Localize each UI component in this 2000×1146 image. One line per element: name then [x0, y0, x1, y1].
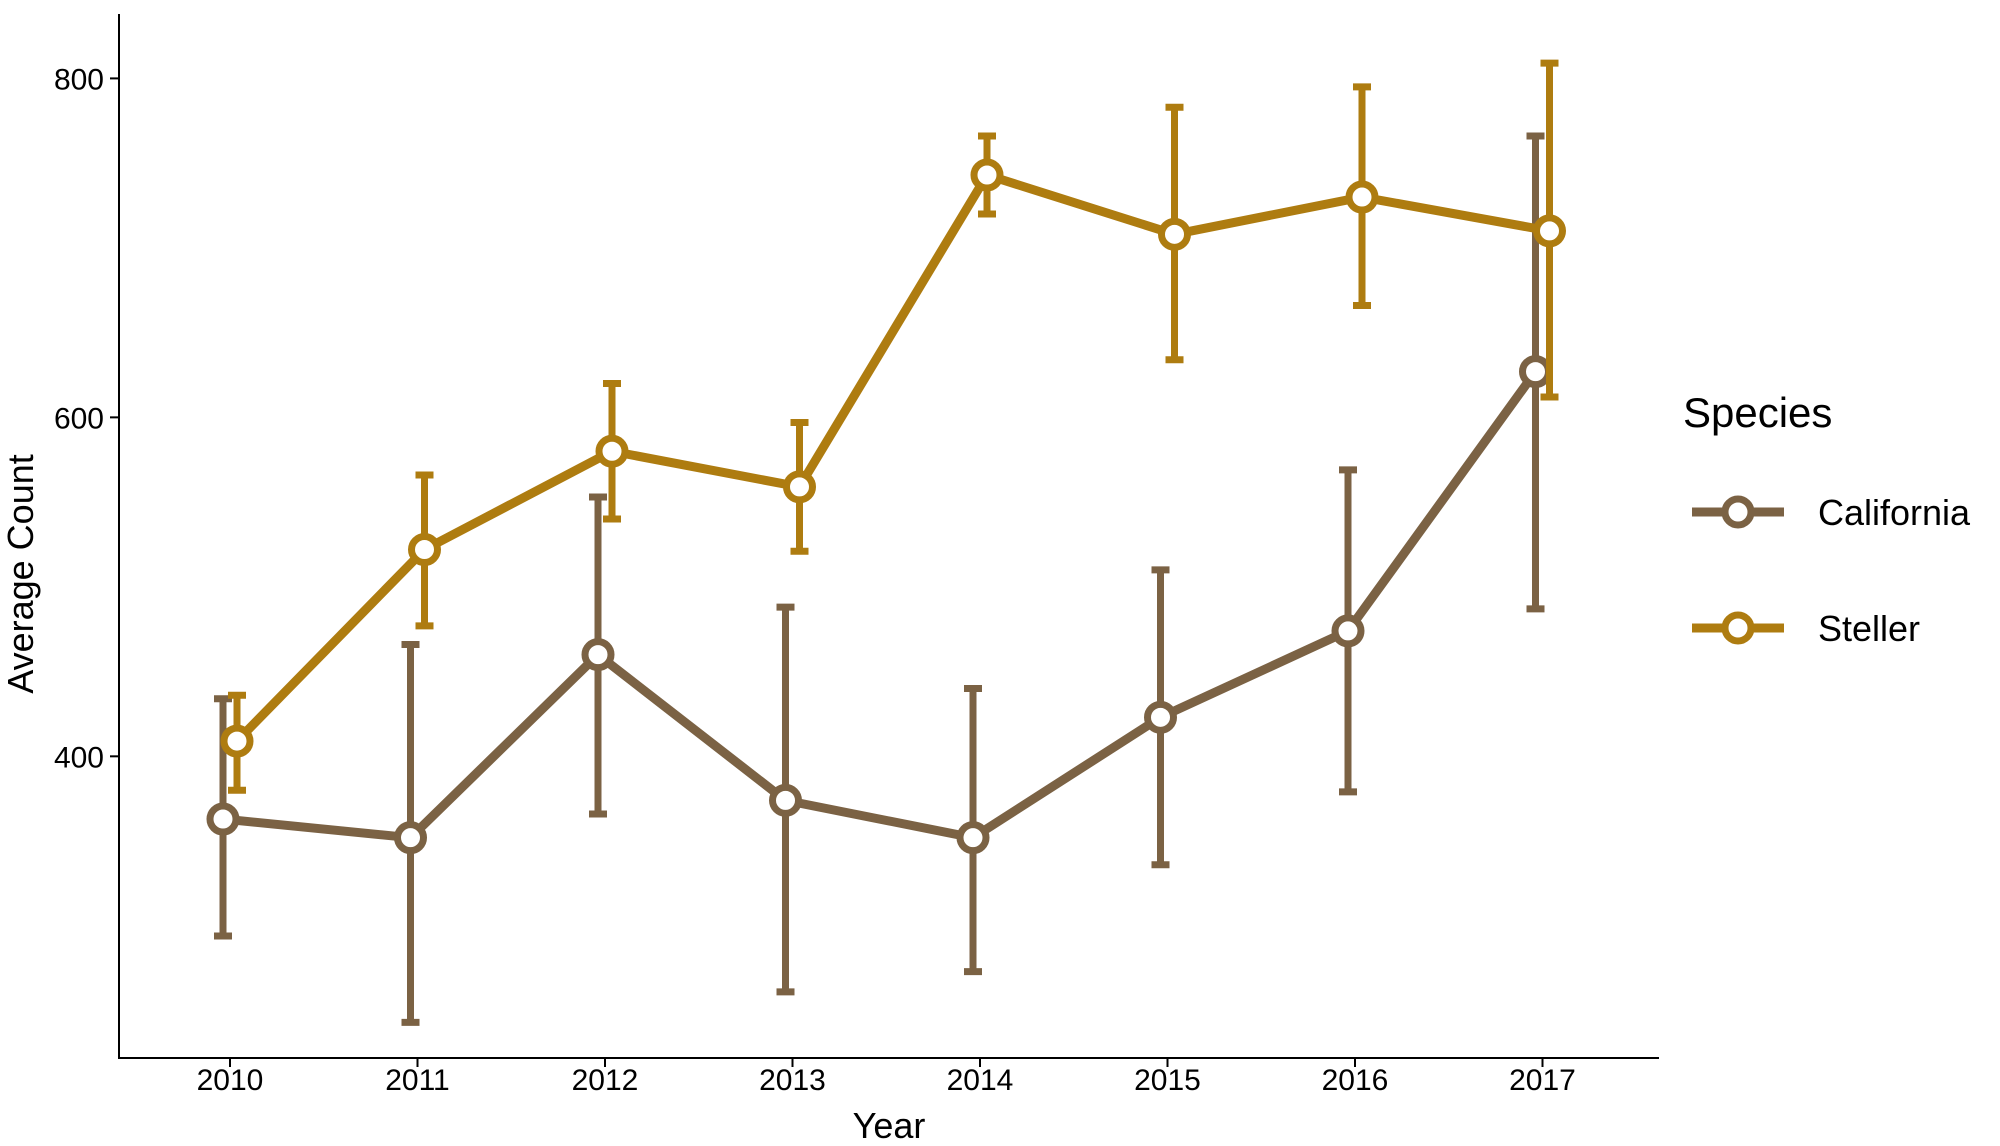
legend-item-california: California — [1692, 492, 1971, 533]
series-line — [233, 170, 1551, 745]
data-point — [1519, 355, 1552, 389]
x-axis-title: Year — [853, 1105, 926, 1146]
data-point — [581, 638, 615, 672]
y-axis-title: Average Count — [0, 454, 41, 694]
series-california — [206, 132, 1552, 1026]
legend-item-steller: Steller — [1692, 608, 1920, 649]
x-tick-label: 2011 — [385, 1064, 450, 1097]
x-tick-label: 2017 — [1509, 1064, 1576, 1097]
x-tick-label: 2014 — [947, 1064, 1014, 1097]
y-tick-label: 400 — [54, 741, 104, 774]
data-point — [970, 158, 1004, 192]
legend: Species California Steller — [1683, 389, 1971, 649]
data-point — [956, 821, 990, 855]
data-point — [769, 783, 802, 817]
legend-label: California — [1818, 492, 1971, 533]
data-point — [1158, 217, 1191, 251]
y-tick-label: 600 — [54, 402, 104, 435]
x-tick-label: 2012 — [572, 1064, 639, 1097]
x-ticks: 2010 2011 2012 2013 2014 2015 2016 2017 — [197, 1058, 1576, 1097]
series-layer — [206, 59, 1566, 1026]
data-point — [408, 533, 441, 567]
data-point — [783, 470, 816, 504]
legend-key-point — [1721, 495, 1755, 529]
x-tick-label: 2016 — [1322, 1064, 1389, 1097]
axes — [118, 14, 1659, 1059]
x-tick-label: 2015 — [1134, 1064, 1201, 1097]
data-point — [206, 802, 240, 836]
data-point — [1144, 700, 1177, 734]
data-point — [394, 821, 427, 855]
data-point — [1331, 614, 1365, 648]
legend-key-point — [1721, 611, 1755, 645]
series-line — [222, 368, 1540, 843]
series-steller — [220, 59, 1566, 794]
x-tick-label: 2013 — [759, 1064, 826, 1097]
legend-title: Species — [1683, 389, 1832, 436]
x-tick-label: 2010 — [197, 1064, 264, 1097]
data-point — [220, 724, 254, 758]
legend-label: Steller — [1818, 608, 1920, 649]
y-ticks: 400 600 800 — [54, 63, 119, 774]
y-tick-label: 800 — [54, 63, 104, 96]
data-point — [1345, 180, 1379, 214]
data-point — [1533, 214, 1566, 248]
data-point — [595, 434, 629, 468]
